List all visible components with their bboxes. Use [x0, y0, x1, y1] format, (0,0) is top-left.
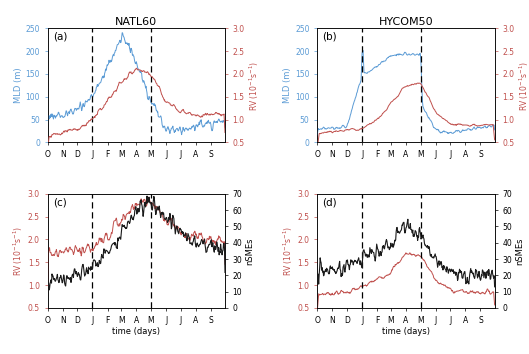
- Y-axis label: MLD (m): MLD (m): [284, 68, 293, 103]
- Y-axis label: RV (10$^{-1}$s$^{-1}$): RV (10$^{-1}$s$^{-1}$): [12, 226, 25, 276]
- Y-axis label: RV (10$^{-1}$s$^{-1}$): RV (10$^{-1}$s$^{-1}$): [281, 226, 295, 276]
- X-axis label: time (days): time (days): [382, 327, 430, 336]
- Y-axis label: RV (10$^{-1}$s$^{-1}$): RV (10$^{-1}$s$^{-1}$): [517, 60, 529, 110]
- Text: (c): (c): [53, 197, 67, 207]
- Text: (b): (b): [323, 32, 337, 42]
- Title: NATL60: NATL60: [115, 17, 157, 27]
- Y-axis label: MLD (m): MLD (m): [14, 68, 23, 103]
- X-axis label: time (days): time (days): [112, 327, 160, 336]
- Y-axis label: nSMEs: nSMEs: [245, 237, 254, 265]
- Y-axis label: RV (10$^{-1}$s$^{-1}$): RV (10$^{-1}$s$^{-1}$): [248, 60, 261, 110]
- Title: HYCOM50: HYCOM50: [379, 17, 433, 27]
- Text: (a): (a): [53, 32, 67, 42]
- Y-axis label: nSMEs: nSMEs: [515, 237, 524, 265]
- Text: (d): (d): [323, 197, 337, 207]
